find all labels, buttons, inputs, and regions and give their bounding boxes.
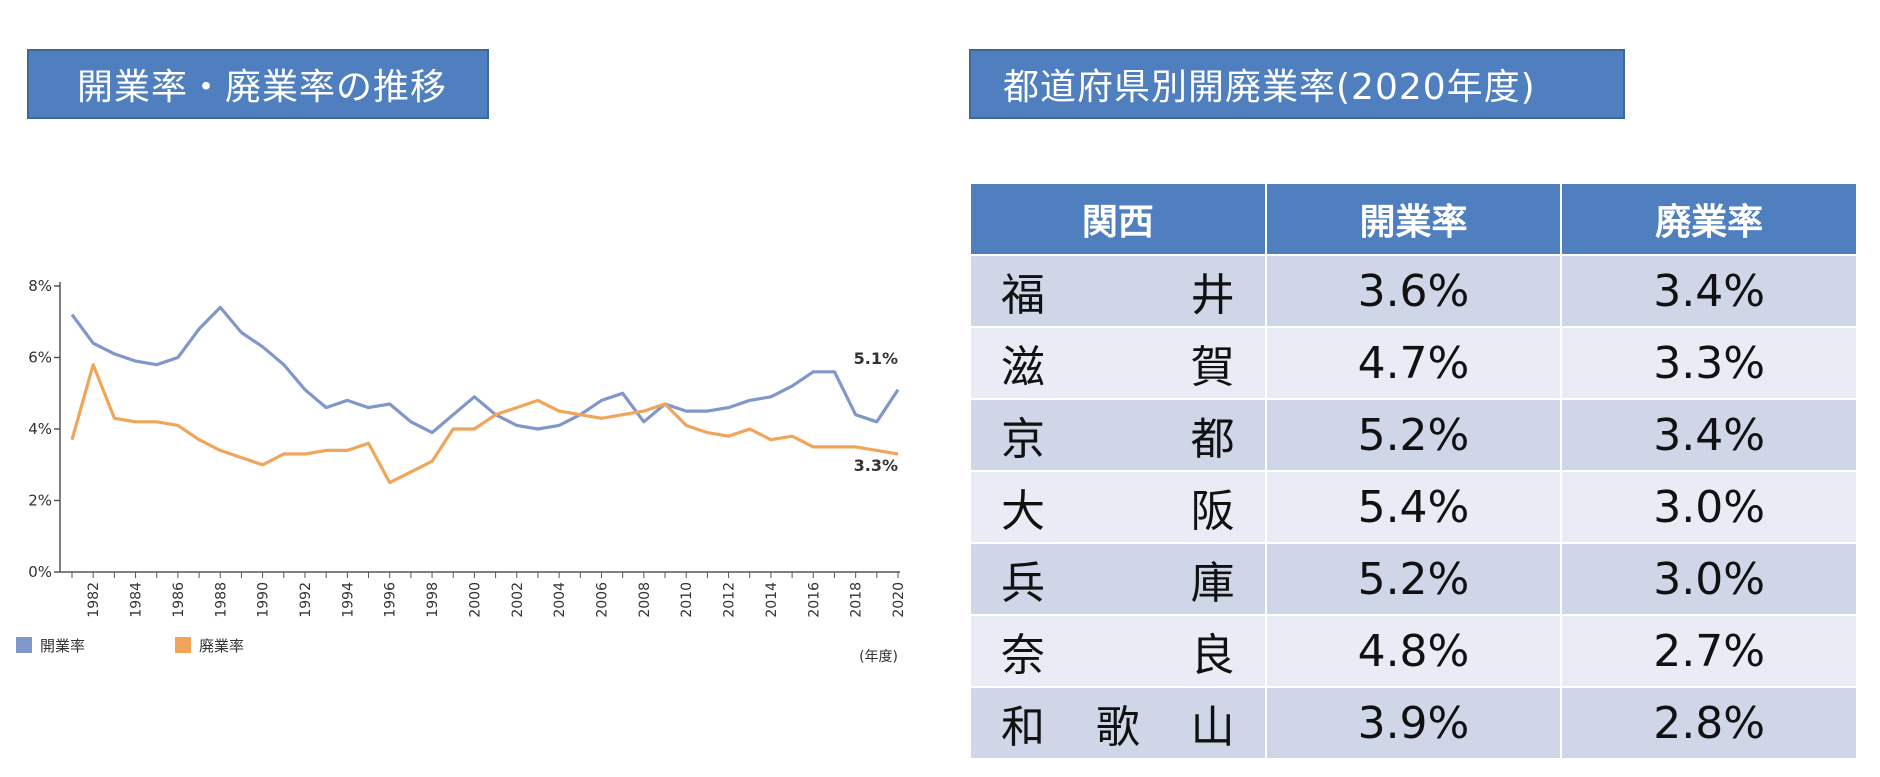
- line-chart: 8%6%4%2%0% 1982 1984 1986 1988 1990 1992 1994 1…: [16, 277, 907, 665]
- opening-rate-cell: 5.2%: [1264, 398, 1563, 472]
- x-tick-label: 2008: [637, 582, 653, 618]
- closure-end-label: 3.3%: [854, 456, 898, 475]
- x-tick-label: 2006: [594, 582, 610, 618]
- x-tick-label: 2004: [552, 582, 568, 618]
- y-axis-ticks: 8% 6% 4% 2% 0%: [28, 277, 60, 581]
- prefecture-char: 福: [1001, 270, 1045, 321]
- x-tick-label: 1986: [171, 582, 187, 618]
- opening-rate-cell: 3.6%: [1264, 254, 1563, 328]
- opening-rate-line: [70, 305, 900, 435]
- x-tick-label: 1998: [425, 582, 441, 618]
- closure-rate-cell: 3.0%: [1560, 542, 1858, 616]
- prefecture-name: 滋賀: [969, 326, 1267, 400]
- opening-end-label: 5.1%: [854, 349, 898, 368]
- prefecture-name: 福井: [969, 254, 1267, 328]
- header-close-rate: 廃業率: [1560, 182, 1858, 256]
- prefecture-name: 和歌山: [969, 686, 1267, 760]
- table-row: 京都 5.2% 3.4%: [969, 398, 1858, 472]
- closure-rate-cell: 3.3%: [1560, 326, 1858, 400]
- chart-title: 開業率・廃業率の推移: [27, 49, 489, 119]
- x-tick-label: 1994: [340, 582, 356, 618]
- legend: 開業率 廃業率: [16, 637, 244, 655]
- x-tick-label: 1984: [129, 582, 145, 618]
- x-tick-label: 2014: [764, 582, 780, 618]
- x-tick-label: 1982: [86, 582, 102, 618]
- x-tick-label: 2018: [849, 582, 865, 618]
- prefecture-name-chars: 滋賀: [1001, 331, 1235, 395]
- x-tick-label: 1988: [213, 582, 229, 618]
- x-tick-label: 2000: [467, 582, 483, 618]
- prefecture-name-chars: 兵庫: [1001, 547, 1235, 611]
- closure-rate-cell: 2.7%: [1560, 614, 1858, 688]
- prefecture-rate-table: 関西 開業率 廃業率 福井 3.6% 3.4% 滋賀 4.7% 3.3% 京都 5.2% 3.4…: [969, 182, 1858, 760]
- prefecture-name-chars: 京都: [1001, 403, 1235, 467]
- prefecture-char: 和: [1001, 702, 1045, 753]
- table-row: 和歌山 3.9% 2.8%: [969, 686, 1858, 760]
- prefecture-name: 奈良: [969, 614, 1267, 688]
- x-tick-label: 1990: [256, 582, 272, 618]
- prefecture-name: 京都: [969, 398, 1267, 472]
- prefecture-char: 大: [1001, 486, 1045, 537]
- opening-rate-cell: 4.7%: [1264, 326, 1563, 400]
- prefecture-char: 井: [1190, 270, 1235, 321]
- opening-rate-cell: 5.2%: [1264, 542, 1563, 616]
- opening-rate-cell: 4.8%: [1264, 614, 1563, 688]
- table-row: 奈良 4.8% 2.7%: [969, 614, 1858, 688]
- prefecture-char: 阪: [1190, 486, 1235, 537]
- legend-label: 廃業率: [199, 637, 244, 655]
- table-row: 福井 3.6% 3.4%: [969, 254, 1858, 328]
- y-tick-label: 8%: [28, 277, 52, 295]
- prefecture-char: 庫: [1190, 558, 1235, 609]
- closure-rate-cell: 3.4%: [1560, 398, 1858, 472]
- prefecture-name: 兵庫: [969, 542, 1267, 616]
- legend-label: 開業率: [40, 637, 85, 655]
- x-tick-label: 2012: [722, 582, 738, 618]
- opening-rate-cell: 3.9%: [1264, 686, 1563, 760]
- prefecture-name-chars: 福井: [1001, 259, 1235, 323]
- prefecture-char: 兵: [1001, 558, 1045, 609]
- y-tick-label: 2%: [28, 492, 52, 510]
- x-tick-label: 2010: [679, 582, 695, 618]
- legend-swatch: [175, 637, 191, 653]
- x-tick-label: 2020: [891, 582, 907, 618]
- series-lines: [70, 305, 900, 485]
- prefecture-char: 山: [1190, 702, 1235, 753]
- y-tick-label: 4%: [28, 420, 52, 438]
- prefecture-char: 京: [1001, 414, 1045, 465]
- table-row: 兵庫 5.2% 3.0%: [969, 542, 1858, 616]
- prefecture-name-chars: 奈良: [1001, 619, 1235, 683]
- end-labels: 5.1% 3.3%: [854, 349, 898, 475]
- closure-rate-cell: 3.0%: [1560, 470, 1858, 544]
- opening-rate-cell: 5.4%: [1264, 470, 1563, 544]
- y-tick-label: 6%: [28, 349, 52, 367]
- prefecture-char: 賀: [1190, 342, 1235, 393]
- closure-rate-cell: 2.8%: [1560, 686, 1858, 760]
- prefecture-char: 歌: [1095, 702, 1140, 753]
- closure-rate-cell: 3.4%: [1560, 254, 1858, 328]
- prefecture-name-chars: 和歌山: [1001, 691, 1235, 755]
- x-axis-label: (年度): [859, 649, 898, 665]
- table-row: 大阪 5.4% 3.0%: [969, 470, 1858, 544]
- prefecture-name: 大阪: [969, 470, 1267, 544]
- x-tick-label: 1992: [298, 582, 314, 618]
- legend-swatch: [16, 637, 32, 653]
- table-title: 都道府県別開廃業率(2020年度): [969, 49, 1625, 119]
- prefecture-char: 都: [1190, 414, 1235, 465]
- y-tick-label: 0%: [28, 563, 52, 581]
- closure-rate-line: [70, 363, 899, 485]
- header-open-rate: 開業率: [1264, 182, 1563, 256]
- header-region: 関西: [969, 182, 1267, 256]
- x-tick-label: 2002: [510, 582, 526, 618]
- table-row: 滋賀 4.7% 3.3%: [969, 326, 1858, 400]
- x-tick-label: 2016: [806, 582, 822, 618]
- table-header-row: 関西 開業率 廃業率: [969, 182, 1858, 256]
- chart-axes: [59, 282, 900, 573]
- x-tick-label: 1996: [383, 582, 399, 618]
- x-axis-ticks: 1982 1984 1986 1988 1990 1992 1994 1996 1998 2000…: [71, 572, 907, 618]
- prefecture-name-chars: 大阪: [1001, 475, 1235, 539]
- prefecture-char: 奈: [1001, 630, 1045, 681]
- prefecture-char: 良: [1190, 630, 1235, 681]
- prefecture-char: 滋: [1001, 342, 1045, 393]
